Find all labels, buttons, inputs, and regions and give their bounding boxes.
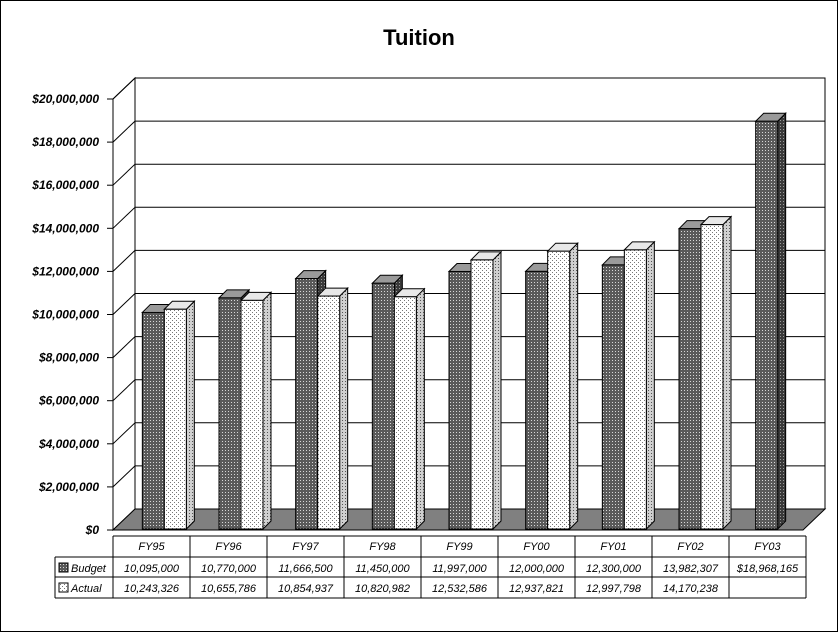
bar-budget [141,311,165,530]
bar-actual [393,296,417,530]
bar-actual [317,295,341,530]
gridline-side [112,379,136,402]
data-label-budget: 13,982,307 [663,563,719,575]
legend-key-budget [58,562,69,573]
x-category-label: FY98 [369,541,396,553]
legend-label-budget: Budget [71,563,107,575]
x-category-label: FY01 [600,541,626,553]
y-tick-label: $0 [85,523,100,537]
y-tick-label: $8,000,000 [38,351,99,365]
data-label-budget: 10,095,000 [124,563,180,575]
bar-budget [678,228,702,530]
data-label-budget: 11,997,000 [432,563,487,575]
x-category-label: FY02 [677,541,703,553]
y-tick-label: $14,000,000 [31,221,99,235]
legend-label-actual: Actual [70,583,102,595]
x-category-label: FY03 [754,541,781,553]
bar-actual [470,259,494,530]
bar-actual [700,224,724,530]
bar-budget [601,264,625,530]
bar-actual [240,299,264,530]
chart-title: Tuition [383,25,455,50]
bar-budget [525,270,549,530]
x-category-label: FY97 [292,541,319,553]
bar-budget [371,282,395,530]
y-tick-label: $12,000,000 [31,264,99,278]
x-category-label: FY00 [523,541,550,553]
data-label-actual: 10,820,982 [355,583,410,595]
y-tick-label: $4,000,000 [38,437,99,451]
gridline-side [112,293,136,315]
y-tick-label: $2,000,000 [38,480,99,494]
data-label-budget: 12,300,000 [586,563,642,575]
bar-side-actual [722,215,732,531]
data-label-actual: 10,655,786 [201,583,257,595]
bar-budget [448,270,472,530]
bar-budget [218,297,242,530]
bar-side-actual [339,286,349,531]
y-tick-label: $6,000,000 [38,394,99,408]
data-label-actual: 10,243,326 [124,583,180,595]
y-tick-label: $10,000,000 [31,308,99,322]
bar-side-actual [645,240,655,531]
bar-budget [755,120,779,530]
gridline-side [112,120,136,143]
data-label-budget: 11,666,500 [278,563,333,575]
x-category-label: FY95 [138,541,165,553]
x-category-label: FY96 [215,541,242,553]
gridline-side [112,336,136,358]
data-label-actual: 12,937,821 [509,583,564,595]
gridline-side [112,206,136,229]
bar-side-actual [185,300,195,531]
data-label-actual: 12,997,798 [586,583,642,595]
bar-side-budget [777,112,787,531]
bar-side-actual [569,241,579,531]
legend-key-actual [58,582,69,593]
data-label-budget: $18,968,165 [736,563,799,575]
data-label-actual: 10,854,937 [278,583,334,595]
gridline-side [112,422,136,445]
bar-actual [547,250,571,530]
y-tick-label: $18,000,000 [31,135,99,149]
data-label-budget: 11,450,000 [355,563,410,575]
bar-side-actual [415,287,425,531]
x-category-label: FY99 [446,541,472,553]
gridline-side [112,163,136,186]
gridline-side [112,77,136,100]
bar-side-actual [492,250,502,531]
gridline-side [112,465,136,488]
data-label-actual: 14,170,238 [663,583,719,595]
y-tick-label: $20,000,000 [31,92,99,106]
data-label-actual: 12,532,586 [432,583,488,595]
bar-side-actual [262,291,272,531]
bar-actual [163,308,187,530]
bar-budget [295,278,319,530]
data-label-budget: 12,000,000 [509,563,565,575]
y-tick-label: $16,000,000 [31,178,99,192]
bar-actual [623,249,647,530]
data-label-budget: 10,770,000 [201,563,257,575]
gridline-side [112,250,136,272]
